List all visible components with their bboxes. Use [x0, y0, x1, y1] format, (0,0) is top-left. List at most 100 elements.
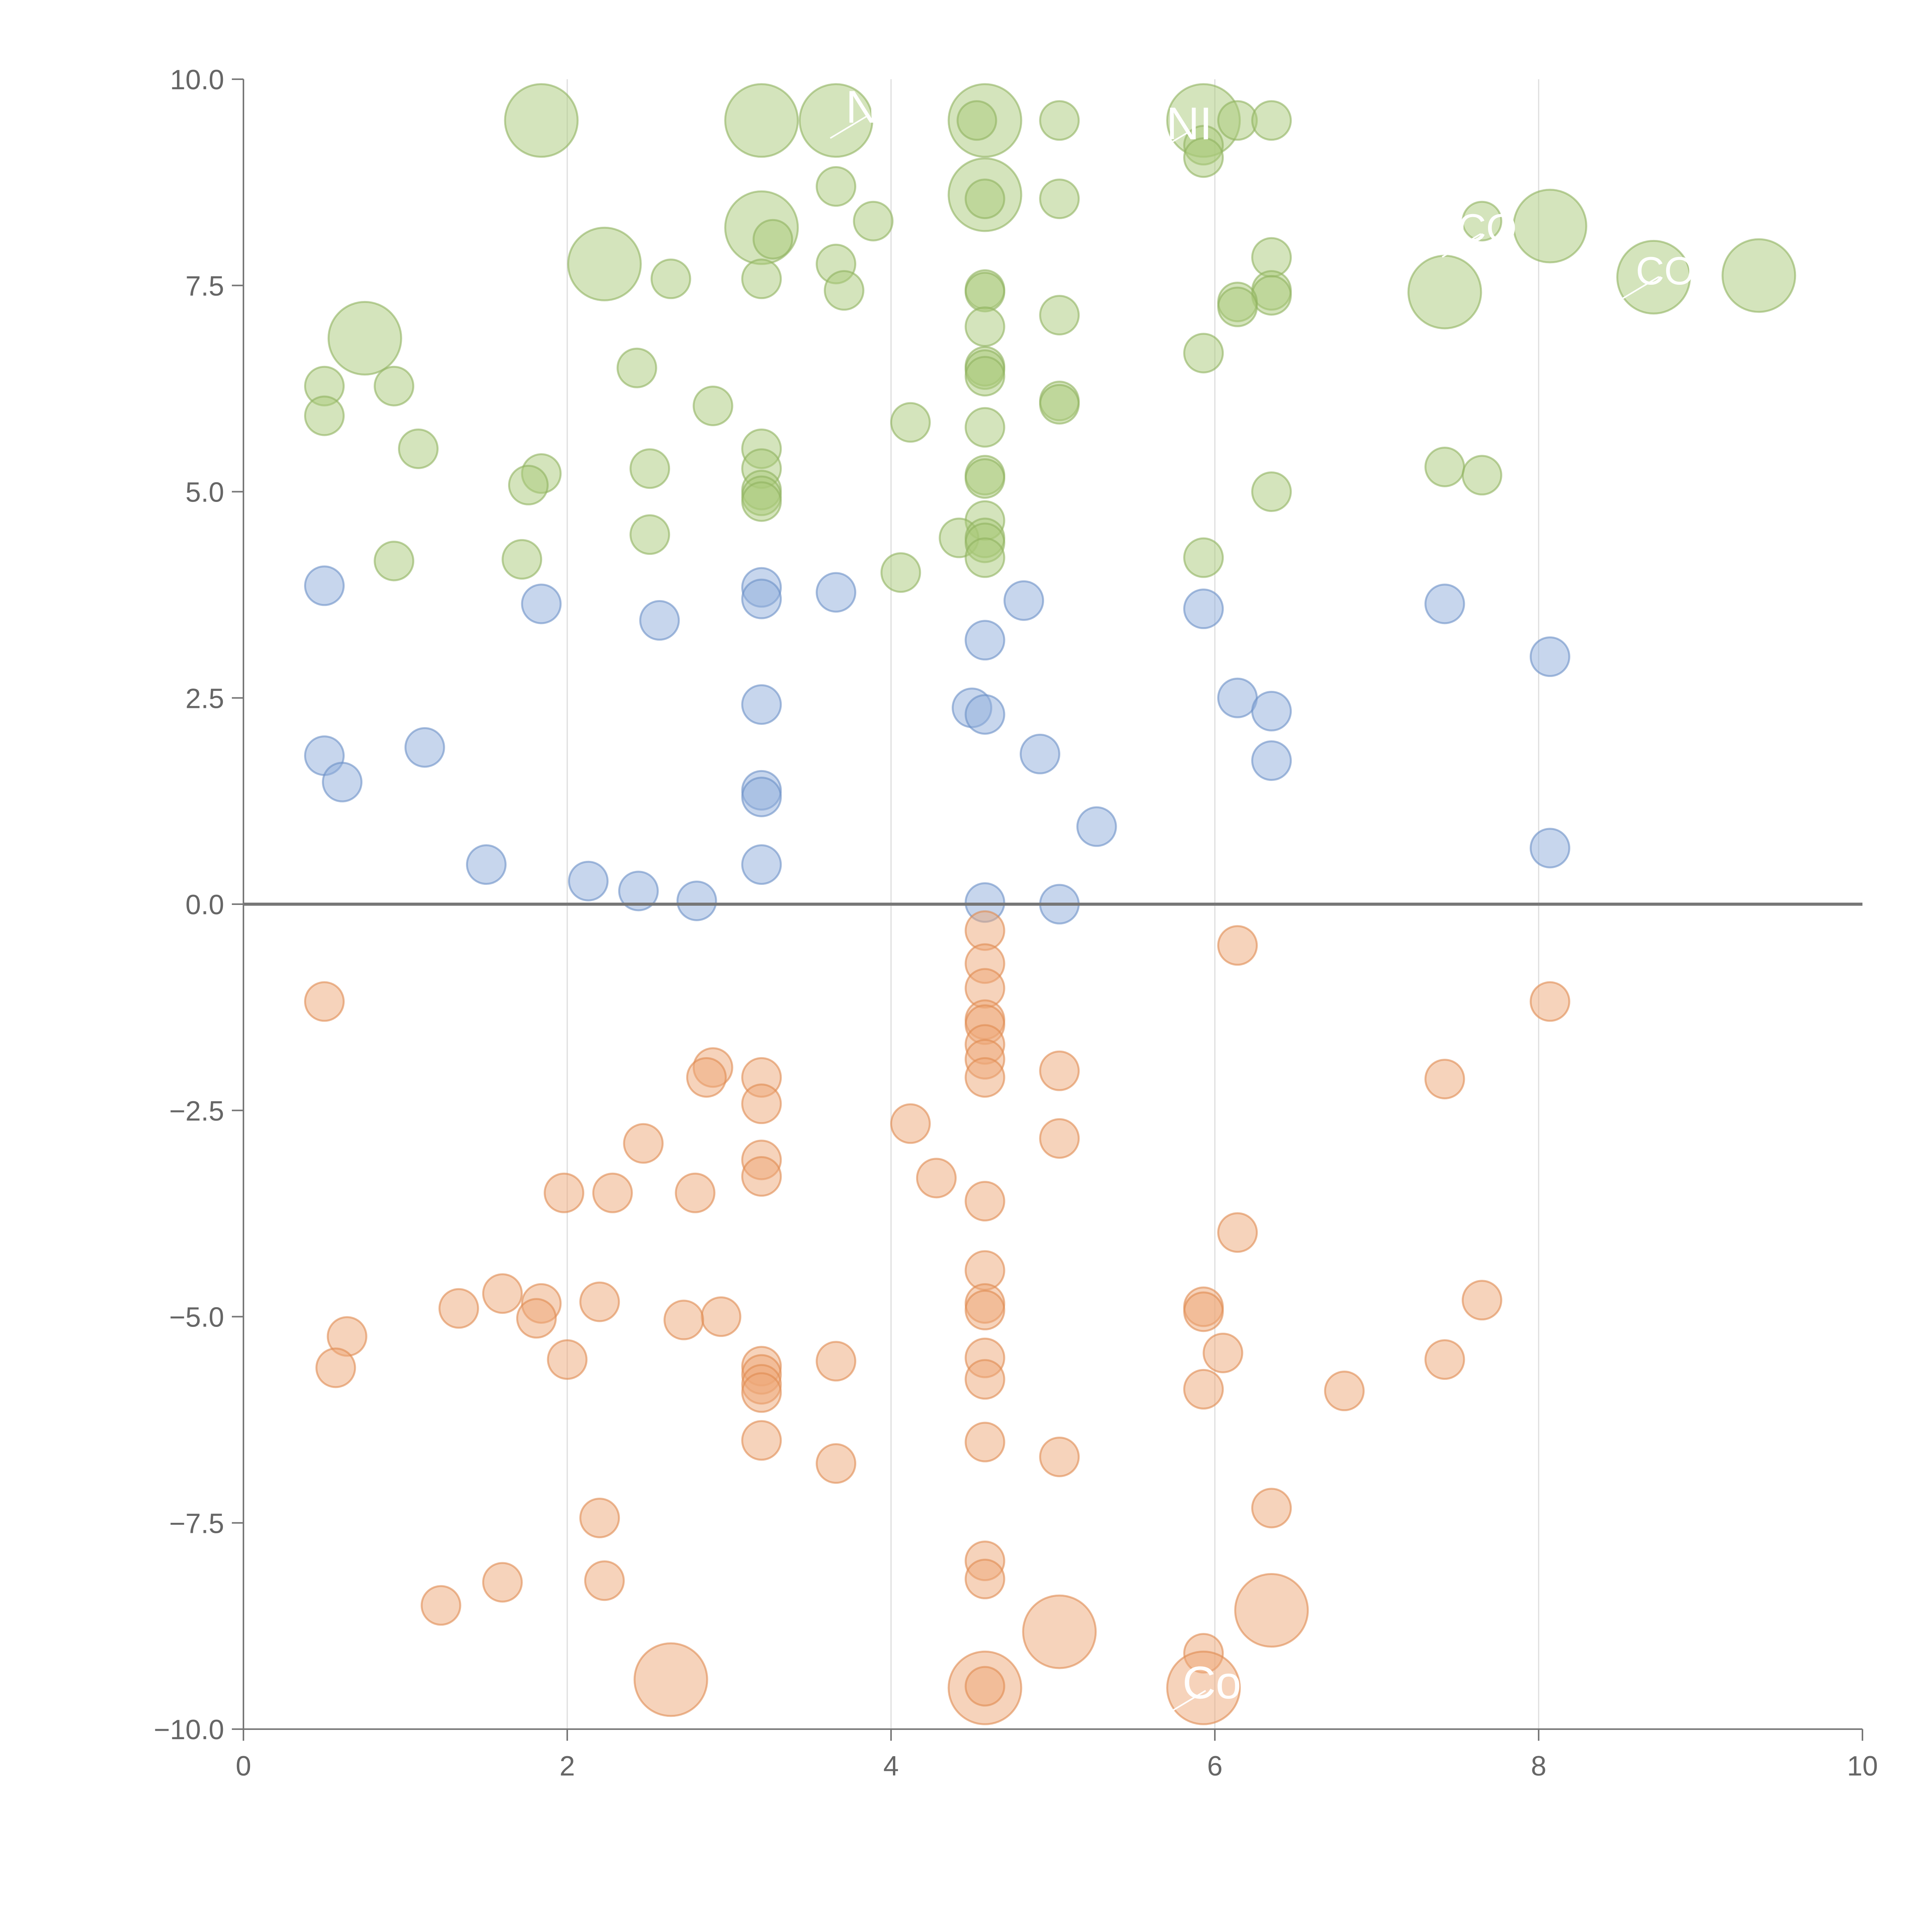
- bubble-negative-40: [663, 1299, 704, 1340]
- bubble-positive-high-59: [1461, 455, 1502, 496]
- bubble-negative-37: [1183, 1291, 1224, 1332]
- bubble-positive-high-15: [853, 201, 894, 242]
- bubble-positive-low-14: [1251, 690, 1292, 731]
- bubble-positive-high-47: [692, 385, 733, 426]
- y-tick-label-1: −7.5: [169, 1508, 224, 1539]
- bubble-negative-22: [916, 1158, 957, 1199]
- ticks: −10.0 −7.5 −5.0 −2.5 0.0 2.5 5.0 7.5 10.0 0 2 4 6 8 10: [154, 65, 1878, 1782]
- bubble-positive-low-27: [568, 861, 609, 901]
- bubble-positive-low-26: [741, 844, 782, 885]
- bubble-positive-low-4: [1003, 580, 1044, 621]
- bubble-positive-low-28: [618, 871, 659, 912]
- bubble-positive-high-72: [502, 539, 543, 580]
- bubble-negative-23: [544, 1172, 585, 1213]
- y-tick-label-4: 0.0: [185, 889, 224, 920]
- bubble-positive-high-36: [964, 306, 1005, 347]
- bubble-positive-low-23: [1076, 806, 1117, 847]
- bubble-negative-63: [584, 1560, 625, 1601]
- bubble-negative-56: [964, 1422, 1005, 1463]
- bubble-positive-low-6: [1424, 583, 1465, 624]
- bubble-positive-high-34: [1217, 286, 1258, 327]
- bubble-positive-high-60: [508, 464, 549, 505]
- bubble-positive-high-10: [1183, 137, 1224, 178]
- bubble-positive-high-64: [741, 481, 782, 522]
- bubble-positive-high-16: [1461, 201, 1502, 242]
- bubble-negative-42: [1202, 1332, 1243, 1373]
- bubble-positive-high-26: [1721, 238, 1796, 313]
- bubble-positive-high-38: [1183, 333, 1224, 374]
- bubble-negative-55: [741, 1420, 782, 1461]
- bubble-positive-low-3: [741, 578, 782, 619]
- bubble-positive-low-29: [676, 880, 717, 921]
- bubble-negative-29: [482, 1273, 523, 1314]
- bubble-positive-high-55: [629, 448, 670, 489]
- bubble-label-3: CO: [1636, 249, 1695, 293]
- bubble-positive-high-5: [956, 100, 997, 141]
- bubble-positive-high-53: [1424, 446, 1465, 487]
- bubble-negative-64: [482, 1562, 523, 1603]
- bubble-positive-high-41: [616, 347, 657, 388]
- label-leader-2: [1442, 233, 1481, 258]
- bubble-negative-31: [579, 1281, 620, 1322]
- y-tick-label-7: 7.5: [185, 271, 224, 302]
- label-leader-3: [1620, 276, 1660, 301]
- y-tick-label-0: −10.0: [154, 1714, 224, 1745]
- bubble-positive-low-0: [304, 565, 345, 606]
- bubble-negative-71: [964, 1666, 1005, 1707]
- bubble-negative-19: [623, 1123, 664, 1164]
- bubble-positive-high-6: [1039, 100, 1080, 141]
- bubble-negative-58: [816, 1443, 857, 1484]
- bubble-label-4: Co: [1182, 1657, 1241, 1708]
- bubble-positive-low-8: [639, 600, 680, 641]
- y-tick-label-5: 2.5: [185, 683, 224, 714]
- bubble-positive-high-50: [964, 407, 1005, 448]
- bubble-positive-high-71: [1183, 537, 1224, 578]
- bubble-positive-high-58: [964, 458, 1005, 499]
- bubble-positive-high-0: [504, 83, 579, 158]
- bubble-positive-high-73: [374, 541, 415, 582]
- bubble-negative-17: [890, 1103, 931, 1144]
- bubble-positive-low-9: [964, 620, 1005, 661]
- bubble-positive-low-25: [466, 844, 507, 885]
- bubble-negative-18: [1039, 1118, 1080, 1159]
- bubble-negative-65: [420, 1585, 461, 1626]
- bubble-negative-72: [1166, 1650, 1241, 1725]
- bubble-positive-high-51: [398, 428, 439, 469]
- bubble-negative-52: [1183, 1369, 1224, 1410]
- bubble-positive-high-37: [327, 301, 402, 376]
- bubble-positive-high-35: [1039, 295, 1080, 336]
- bubble-positive-low-7: [1183, 588, 1224, 629]
- y-tick-label-6: 5.0: [185, 477, 224, 508]
- bubble-negative-60: [579, 1497, 620, 1538]
- bubble-negative-21: [741, 1156, 782, 1197]
- bubble-positive-low-24: [1529, 828, 1570, 869]
- bubble-positive-low-2: [816, 572, 857, 613]
- bubble-negative-54: [741, 1372, 782, 1413]
- bubble-negative-47: [315, 1347, 356, 1388]
- bubble-positive-low-12: [741, 684, 782, 725]
- bubble-positive-high-31: [1251, 275, 1292, 316]
- bubble-negative-24: [592, 1172, 633, 1213]
- bubble-positive-low-20: [322, 762, 363, 803]
- bubble-negative-16: [741, 1083, 782, 1124]
- bubble-positive-high-46: [1039, 384, 1080, 425]
- bubble-negative-69: [633, 1642, 708, 1717]
- bubble-negative-4: [304, 981, 345, 1022]
- bubble-positive-high-7: [1217, 100, 1258, 141]
- bubble-negative-53: [1324, 1371, 1365, 1412]
- bubble-positive-high-17: [1512, 189, 1587, 264]
- bubble-negative-45: [1424, 1339, 1465, 1380]
- bubble-positive-high-66: [629, 514, 670, 555]
- bubble-positive-high-19: [752, 219, 793, 260]
- bubble-negative-50: [964, 1359, 1005, 1400]
- bubble-positive-high-23: [650, 259, 691, 299]
- y-tick-label-2: −5.0: [169, 1302, 224, 1333]
- bubble-positive-high-11: [816, 166, 857, 207]
- bubble-negative-62: [964, 1558, 1005, 1599]
- bubble-negative-27: [1217, 1212, 1258, 1253]
- bubble-negative-5: [1529, 981, 1570, 1022]
- bubble-positive-high-2: [799, 83, 874, 158]
- bubble-positive-low-22: [741, 776, 782, 817]
- bubble-positive-low-16: [404, 727, 445, 768]
